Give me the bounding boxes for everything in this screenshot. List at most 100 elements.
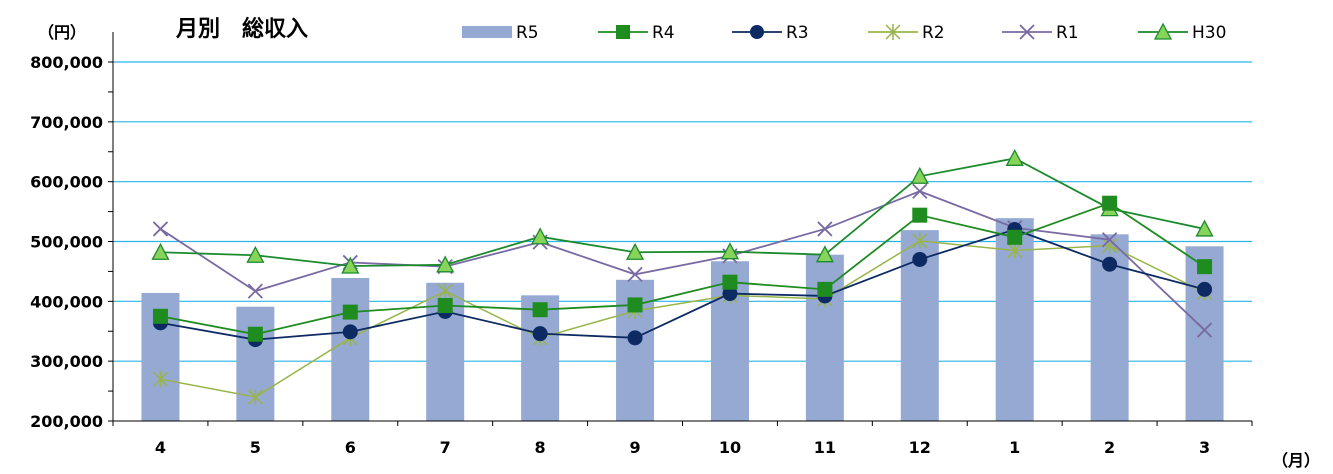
x-tick-label: 8: [535, 438, 546, 457]
marker-h30: [910, 166, 929, 184]
marker-h30: [1153, 22, 1173, 40]
legend-label: R3: [786, 23, 809, 43]
marker-h30: [1005, 148, 1024, 166]
y-tick-label: 600,000: [30, 173, 103, 192]
axes: [108, 32, 1253, 426]
x-tick-label: 9: [629, 438, 640, 457]
marker-r1: [912, 183, 928, 199]
marker-r1: [1019, 24, 1035, 40]
marker-h30: [1195, 219, 1214, 237]
marker-r1: [247, 283, 264, 299]
y-tick-label: 300,000: [30, 352, 103, 371]
marker-h30: [815, 245, 834, 263]
chart-title: 月別 総収入: [175, 16, 308, 42]
bar-r5-3: [1185, 246, 1224, 421]
x-tick-label: 6: [345, 438, 356, 457]
x-tick-label: 11: [814, 438, 836, 457]
marker-r4: [627, 297, 643, 313]
series-r4: [152, 195, 1213, 342]
marker-r1: [152, 221, 169, 237]
legend-swatch: [462, 26, 512, 38]
line-h30: [160, 157, 1205, 267]
legend-label: H30: [1192, 23, 1226, 43]
x-tick-label: 10: [719, 438, 741, 457]
series-h30: [151, 148, 1214, 274]
marker-r2: [912, 232, 928, 249]
marker-r2: [1007, 242, 1023, 259]
x-tick-label: 4: [155, 438, 166, 457]
marker-r4: [247, 326, 263, 342]
x-tick-label: 2: [1104, 438, 1115, 457]
marker-r4: [532, 302, 548, 318]
bar-r5-6: [331, 277, 370, 421]
marker-h30: [246, 245, 265, 263]
marker-r4: [1197, 259, 1213, 275]
marker-r3: [627, 330, 643, 346]
x-tick-label: 12: [909, 438, 931, 457]
marker-r2: [437, 283, 453, 300]
marker-r4: [616, 25, 630, 39]
legend-item-r2: R2: [868, 23, 945, 43]
y-unit-label: （円）: [38, 23, 86, 42]
series-r2: [152, 232, 1213, 406]
marker-r2: [885, 24, 901, 40]
x-tick-label: 3: [1199, 438, 1210, 457]
series-r3: [152, 222, 1213, 348]
marker-r3: [750, 25, 764, 39]
x-tick-label: 7: [440, 438, 451, 457]
y-tick-label: 800,000: [30, 53, 103, 72]
legend: R5 R4 R3 R2 R1 H30: [462, 22, 1226, 43]
marker-r4: [817, 281, 833, 297]
legend-label: R5: [516, 23, 539, 43]
x-tick-label: 5: [250, 438, 261, 457]
x-unit-label: （月）: [1272, 451, 1320, 470]
marker-r4: [912, 207, 928, 223]
marker-h30: [720, 242, 740, 260]
gridlines: [113, 61, 1252, 362]
marker-r3: [342, 324, 358, 340]
marker-r4: [1102, 195, 1118, 211]
y-tick-label: 400,000: [30, 292, 103, 311]
marker-r3: [532, 326, 548, 342]
marker-h30: [151, 242, 170, 260]
line-r2: [160, 240, 1205, 398]
legend-item-h30: H30: [1138, 22, 1226, 43]
marker-r3: [1102, 256, 1118, 272]
line-series: [151, 148, 1214, 406]
marker-h30: [625, 242, 645, 260]
x-tick-label: 1: [1009, 438, 1020, 457]
legend-item-r1: R1: [1002, 23, 1079, 43]
bar-series-r5: [141, 218, 1224, 421]
legend-item-r5: R5: [462, 23, 539, 43]
tick-labels: 200,000 300,000 400,000 500,000 600,000 700,0…: [30, 53, 1210, 457]
legend-label: R4: [652, 23, 675, 43]
marker-r3: [912, 251, 928, 267]
legend-item-r3: R3: [732, 23, 809, 43]
legend-item-r4: R4: [598, 23, 675, 43]
y-tick-label: 500,000: [30, 233, 103, 252]
marker-h30: [531, 227, 550, 245]
marker-r4: [437, 298, 453, 314]
marker-r1: [1101, 232, 1118, 248]
marker-r1: [1196, 322, 1213, 338]
marker-r4: [342, 304, 358, 320]
y-tick-label: 700,000: [30, 113, 103, 132]
marker-r1: [627, 266, 643, 283]
marker-r2: [152, 371, 168, 388]
legend-label: R2: [922, 23, 945, 43]
marker-r4: [722, 274, 738, 290]
marker-r3: [1197, 281, 1213, 297]
marker-h30: [341, 256, 360, 274]
y-tick-label: 200,000: [30, 412, 103, 431]
marker-r4: [1007, 229, 1023, 245]
marker-r4: [152, 308, 168, 324]
marker-h30: [436, 255, 455, 273]
line-r1: [159, 190, 1206, 331]
marker-r2: [247, 389, 263, 406]
marker-r3: [722, 286, 738, 302]
series-r1: [152, 183, 1213, 338]
marker-r1: [817, 221, 833, 237]
line-r4: [160, 202, 1206, 336]
legend-label: R1: [1056, 23, 1079, 43]
